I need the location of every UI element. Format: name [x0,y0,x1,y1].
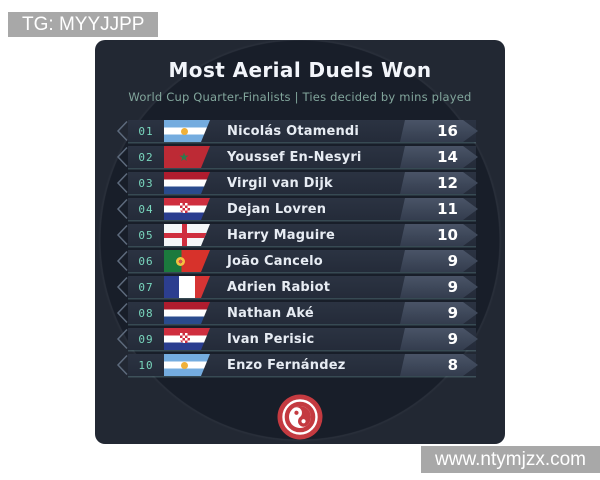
table-row: 04 Dejan Lovren 11 [115,198,478,220]
row-body: 06 João Cancelo [128,250,476,272]
value-badge: 11 [400,198,478,220]
value-badge: 8 [400,354,478,376]
value-label: 8 [447,356,458,374]
player-name: Nicolás Otamendi [227,123,360,139]
value-label: 9 [447,252,458,270]
table-row: 02 Youssef En-Nesyri 14 [115,146,478,168]
rank-label: 05 [138,228,154,242]
row-body: 02 Youssef En-Nesyri [128,146,476,168]
country-flag-icon [164,250,210,272]
value-label: 9 [447,278,458,296]
row-body: 03 Virgil van Dijk [128,172,476,194]
table-row: 01 Nicolás Otamendi 16 [115,120,478,142]
rank-label: 10 [138,358,154,372]
rank-label: 06 [138,254,154,268]
website-watermark: www.ntymjzx.com [421,446,600,473]
country-flag-icon [164,224,210,246]
country-flag-icon [164,172,210,194]
rank-label: 08 [138,306,154,320]
tg-watermark: TG: MYYJJPP [8,12,159,37]
value-badge: 16 [400,120,478,142]
chart-title: Most Aerial Duels Won [168,58,432,82]
player-name: Harry Maguire [227,227,336,243]
row-left-chevron-icon [116,250,128,272]
value-badge: 9 [400,250,478,272]
row-body: 09 Ivan Perisic [128,328,476,350]
table-row: 07 Adrien Rabiot 9 [115,276,478,298]
value-label: 12 [437,174,458,192]
value-badge: 9 [400,276,478,298]
row-left-chevron-icon [116,172,128,194]
value-badge: 9 [400,302,478,324]
value-label: 14 [437,148,458,166]
table-row: 09 Ivan Perisic 9 [115,328,478,350]
player-name: Youssef En-Nesyri [227,149,362,165]
value-badge: 14 [400,146,478,168]
chart-subtitle: World Cup Quarter-Finalists | Ties decid… [128,90,472,104]
country-flag-icon [164,198,210,220]
country-flag-icon [164,276,210,298]
player-name: Dejan Lovren [227,201,327,217]
table-row: 03 Virgil van Dijk 12 [115,172,478,194]
player-name: João Cancelo [227,253,323,269]
value-label: 11 [437,200,458,218]
country-flag-icon [164,328,210,350]
player-name: Virgil van Dijk [227,175,333,191]
row-left-chevron-icon [116,146,128,168]
row-left-chevron-icon [116,120,128,142]
table-row: 06 João Cancelo 9 [115,250,478,272]
leaderboard: 01 Nicolás Otamendi 16 02 Youssef En-Nes… [115,120,478,376]
rank-label: 01 [138,124,154,138]
row-left-chevron-icon [116,198,128,220]
rank-label: 03 [138,176,154,190]
row-body: 07 Adrien Rabiot [128,276,476,298]
country-flag-icon [164,302,210,324]
value-label: 9 [447,304,458,322]
value-badge: 9 [400,328,478,350]
row-body: 08 Nathan Aké [128,302,476,324]
value-label: 9 [447,330,458,348]
rank-label: 07 [138,280,154,294]
value-badge: 12 [400,172,478,194]
rank-label: 04 [138,202,154,216]
value-label: 16 [437,122,458,140]
opta-logo-icon [277,394,323,440]
player-name: Enzo Fernández [227,357,346,373]
player-name: Ivan Perisic [227,331,315,347]
value-label: 10 [437,226,458,244]
row-left-chevron-icon [116,354,128,376]
row-left-chevron-icon [116,224,128,246]
stats-card: Most Aerial Duels Won World Cup Quarter-… [95,40,505,444]
rank-label: 02 [138,150,154,164]
country-flag-icon [164,120,210,142]
table-row: 08 Nathan Aké 9 [115,302,478,324]
row-left-chevron-icon [116,276,128,298]
row-left-chevron-icon [116,328,128,350]
player-name: Adrien Rabiot [227,279,331,295]
row-body: 04 Dejan Lovren [128,198,476,220]
value-badge: 10 [400,224,478,246]
country-flag-icon [164,354,210,376]
row-body: 10 Enzo Fernández [128,354,476,376]
country-flag-icon [164,146,210,168]
row-body: 01 Nicolás Otamendi [128,120,476,142]
table-row: 05 Harry Maguire 10 [115,224,478,246]
row-left-chevron-icon [116,302,128,324]
rank-label: 09 [138,332,154,346]
row-body: 05 Harry Maguire [128,224,476,246]
player-name: Nathan Aké [227,305,314,321]
table-row: 10 Enzo Fernández 8 [115,354,478,376]
